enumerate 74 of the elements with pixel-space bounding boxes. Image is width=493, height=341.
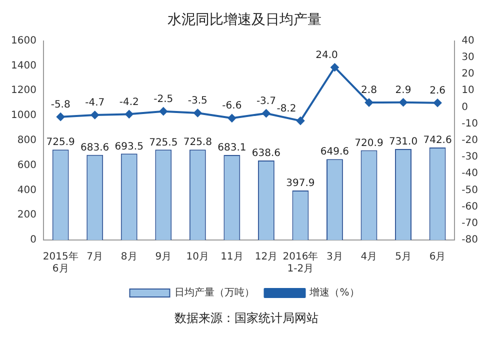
y-tick-label: 1400: [10, 60, 36, 72]
data-label: 742.6: [423, 135, 452, 146]
data-label: 649.6: [320, 146, 350, 158]
data-label: 693.5: [114, 141, 144, 152]
data-label: 725.8: [183, 137, 212, 148]
y2-tick-label: -80: [462, 234, 478, 246]
data-label: -4.7: [85, 98, 105, 109]
y2-tick-label: -40: [462, 168, 478, 180]
point: [364, 98, 373, 107]
data-label: -6.6: [222, 100, 242, 112]
point: [56, 112, 65, 121]
y2-tick-label: -20: [462, 134, 478, 146]
x-tick-label: 4月: [360, 252, 378, 263]
data-label: -2.5: [154, 94, 174, 105]
y2-tick-label: 20: [462, 68, 474, 80]
x-tick-label: 12月: [254, 252, 278, 263]
data-label: 397.9: [286, 178, 315, 190]
y-tick-label: 200: [17, 210, 36, 221]
data-label: 725.5: [149, 137, 178, 148]
data-label: 2.9: [395, 84, 412, 96]
y-tick-label: 800: [17, 134, 36, 146]
point: [399, 98, 408, 106]
data-label: 720.9: [354, 138, 384, 149]
data-label: 725.9: [46, 137, 75, 148]
x-tick-label: 7月: [86, 252, 104, 263]
chart-title: 水泥同比增速及日均产量: [168, 12, 322, 28]
point: [194, 109, 202, 118]
data-label: 24.0: [316, 50, 338, 61]
y-tick-label: 1000: [10, 110, 36, 122]
y2-tick-label: -60: [462, 201, 478, 212]
data-label: -3.5: [188, 96, 208, 107]
y2-tick-label: -10: [462, 118, 478, 130]
point: [228, 114, 236, 122]
point: [296, 116, 304, 125]
point: [434, 98, 442, 107]
y2-tick-label: 30: [462, 52, 474, 63]
x-tick-label: 10月: [186, 252, 210, 263]
y-tick-label: 1200: [10, 85, 36, 96]
data-label: -8.2: [276, 103, 296, 114]
source-note: 数据来源：国家统计局网站: [174, 310, 320, 327]
point: [90, 111, 99, 119]
x-tick-label: 11月: [220, 252, 244, 263]
point: [262, 109, 270, 118]
legend-label: 增速（%）: [308, 286, 360, 299]
x-tick-label: 2015年 6月: [42, 250, 78, 275]
y2-tick-label: -50: [462, 184, 478, 196]
data-label: 2.8: [361, 85, 377, 96]
y2-tick-label: 40: [462, 35, 474, 46]
legend-label: 日均产量（万吨）: [174, 286, 255, 299]
data-label: 2.6: [430, 85, 446, 96]
y2-tick-label: 0: [462, 102, 468, 113]
y2-tick-label: 10: [462, 85, 474, 96]
y-tick-label: 0: [30, 234, 36, 246]
y-tick-label: 400: [17, 184, 36, 196]
data-label: -5.8: [50, 99, 70, 110]
x-tick-label: 9月: [155, 252, 172, 263]
x-tick-label: 3月: [326, 252, 343, 263]
data-label: 731.0: [388, 136, 418, 148]
data-label: -4.2: [119, 96, 139, 108]
point: [330, 63, 339, 72]
data-label: -3.7: [256, 96, 276, 107]
data-label: 683.1: [218, 142, 246, 154]
data-label: 638.6: [252, 148, 281, 160]
y2-tick-label: -70: [462, 218, 478, 229]
point: [159, 107, 168, 116]
y-tick-label: 600: [17, 160, 36, 171]
x-tick-label: 2016年 1-2月: [282, 250, 318, 275]
y2-tick-label: -30: [462, 152, 478, 163]
x-tick-label: 5月: [395, 252, 412, 263]
data-label: 683.6: [80, 142, 110, 154]
x-tick-label: 8月: [120, 252, 138, 263]
y-tick-label: 1600: [10, 35, 36, 46]
x-tick-label: 6月: [429, 252, 446, 263]
point: [125, 110, 134, 118]
